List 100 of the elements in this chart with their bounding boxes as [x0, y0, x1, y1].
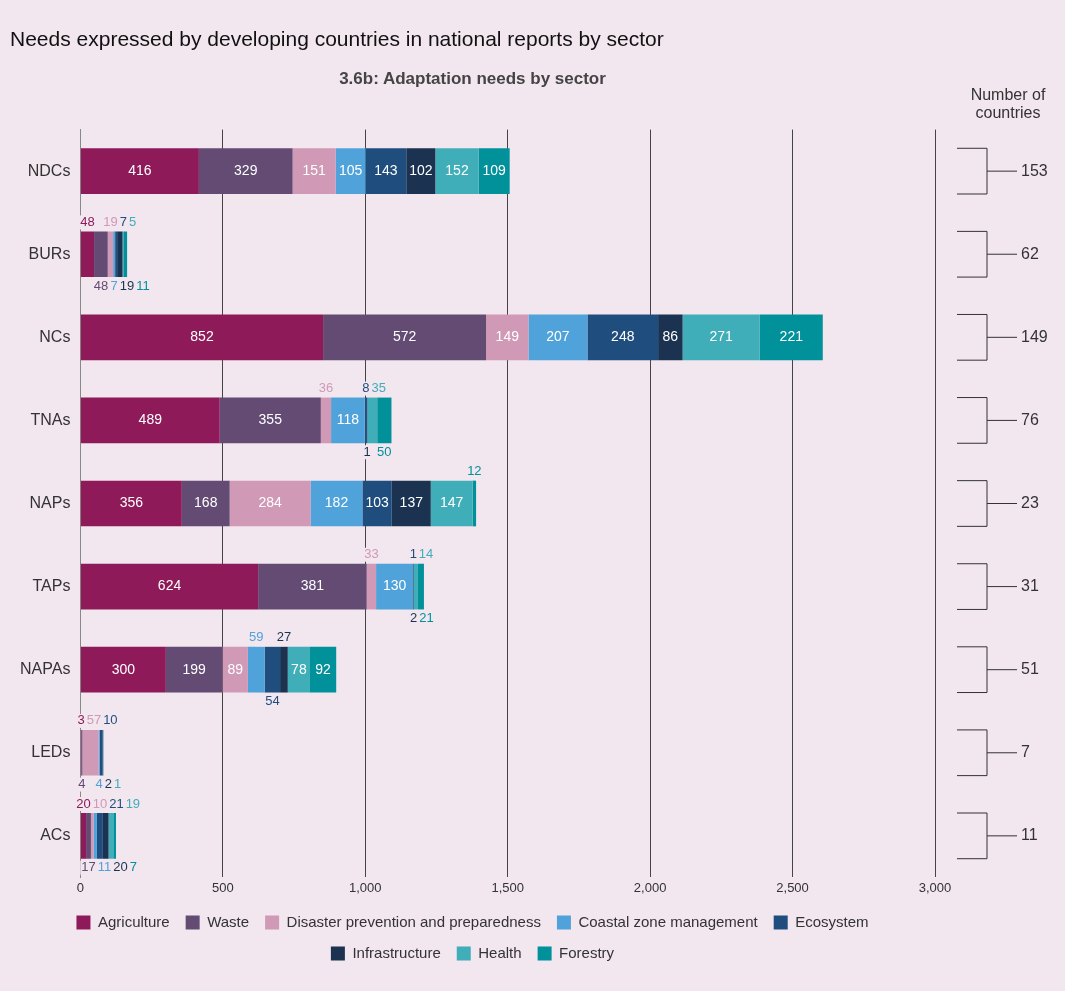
data-label: 20	[76, 795, 91, 811]
data-label: 54	[265, 693, 280, 709]
y-tick-label: BURs	[28, 244, 71, 262]
x-tick-label: 0	[76, 879, 84, 895]
data-label: 86	[662, 328, 679, 345]
data-label: 48	[93, 277, 109, 293]
text: 11	[1021, 826, 1038, 844]
data-label: 4	[78, 776, 86, 792]
legend-label: Disaster prevention and preparedness	[286, 912, 541, 930]
data-label: 19	[119, 277, 135, 293]
x-tick-label: 500	[211, 879, 234, 895]
data-label: 20	[113, 859, 128, 875]
data-label: 21	[109, 795, 124, 811]
data-label: 1	[114, 776, 122, 792]
data-label: 2	[410, 610, 418, 626]
data-label: 10	[92, 795, 108, 811]
x-tick-label: 1,500	[491, 879, 524, 895]
text: 149	[1021, 327, 1048, 345]
data-label: 10	[103, 712, 118, 728]
data-label: 48	[80, 213, 95, 229]
data-label: 33	[364, 546, 379, 562]
data-label: 92	[315, 660, 332, 677]
text: 7	[1021, 743, 1030, 761]
data-label: 199	[182, 660, 207, 677]
chart-subtitle: 3.6b: Adaptation needs by sector	[339, 69, 607, 89]
data-label: 4	[95, 776, 103, 792]
data-label: 36	[318, 380, 334, 396]
data-label: 118	[336, 411, 360, 428]
data-label: 5	[128, 213, 137, 229]
chart-title: Needs expressed by developing countries in national reports by sector	[10, 27, 664, 51]
legend-label: Ecosystem	[795, 912, 869, 930]
data-label: 329	[234, 162, 258, 178]
data-label: 147	[440, 494, 464, 511]
data-label: 102	[409, 162, 433, 178]
data-label: 1	[363, 443, 371, 459]
data-label: 1	[409, 546, 417, 562]
y-tick-label: NDCs	[27, 161, 71, 179]
x-tick-label: 2,000	[633, 879, 667, 895]
data-label: 221	[779, 328, 804, 345]
data-label: 151	[302, 162, 327, 178]
text: Number of countries	[970, 86, 1046, 122]
data-label: 19	[125, 795, 141, 811]
text: 51	[1021, 660, 1039, 678]
data-label: 207	[546, 328, 570, 345]
data-label: 3	[77, 712, 85, 728]
y-tick-label: LEDs	[31, 743, 71, 761]
data-label: 356	[119, 494, 144, 511]
data-label: 2	[104, 776, 113, 792]
text: 23	[1021, 493, 1039, 511]
data-label: 381	[300, 577, 325, 594]
data-label: 182	[324, 494, 349, 511]
data-label: 284	[258, 494, 282, 511]
legend-label: Waste	[207, 912, 250, 930]
text: 76	[1021, 410, 1039, 428]
data-label: 168	[194, 494, 218, 511]
data-label: 355	[258, 411, 283, 428]
y-tick-label: NAPAs	[19, 660, 71, 678]
data-label: 103	[365, 494, 389, 511]
data-label: 27	[276, 629, 292, 645]
x-tick-label: 3,000	[918, 879, 952, 895]
data-label: 17	[81, 859, 96, 875]
y-tick-label: NAPs	[29, 493, 71, 511]
data-label: 12	[467, 463, 482, 479]
legend-label: Agriculture	[97, 912, 170, 930]
data-label: 248	[611, 328, 635, 345]
y-tick-label: NCs	[39, 327, 71, 345]
data-label: 7	[119, 213, 127, 229]
legend-label: Coastal zone management	[578, 912, 759, 930]
text: 153	[1021, 161, 1048, 179]
text: 62	[1021, 244, 1039, 262]
data-label: 21	[419, 610, 434, 626]
data-label: 109	[482, 162, 507, 178]
data-label: 78	[291, 660, 307, 677]
legend-label: Health	[478, 943, 522, 961]
data-label: 19	[103, 213, 118, 229]
data-label: 149	[495, 328, 520, 345]
x-tick-label: 1,000	[348, 879, 382, 895]
data-label: 8	[362, 380, 370, 396]
data-label: 59	[249, 629, 264, 645]
data-label: 624	[157, 577, 182, 594]
y-tick-label: TAPs	[32, 577, 71, 594]
data-label: 300	[111, 660, 136, 677]
legend-label: Infrastructure	[352, 943, 441, 961]
legend-label: Forestry	[559, 943, 615, 961]
data-label: 7	[110, 277, 118, 293]
y-tick-label: ACs	[40, 826, 71, 844]
text: 31	[1021, 577, 1039, 594]
data-label: 11	[136, 277, 150, 293]
data-label: 35	[371, 380, 386, 396]
data-label: 137	[399, 494, 424, 511]
data-label: 7	[129, 859, 137, 875]
data-label: 572	[392, 328, 417, 345]
data-label: 489	[138, 411, 163, 428]
x-tick-label: 2,500	[776, 879, 809, 895]
data-label: 57	[86, 712, 102, 728]
data-label: 105	[338, 162, 363, 178]
data-label: 50	[377, 443, 392, 459]
y-tick-label: TNAs	[30, 410, 71, 428]
data-label: 89	[227, 660, 244, 677]
data-label: 14	[418, 546, 434, 562]
